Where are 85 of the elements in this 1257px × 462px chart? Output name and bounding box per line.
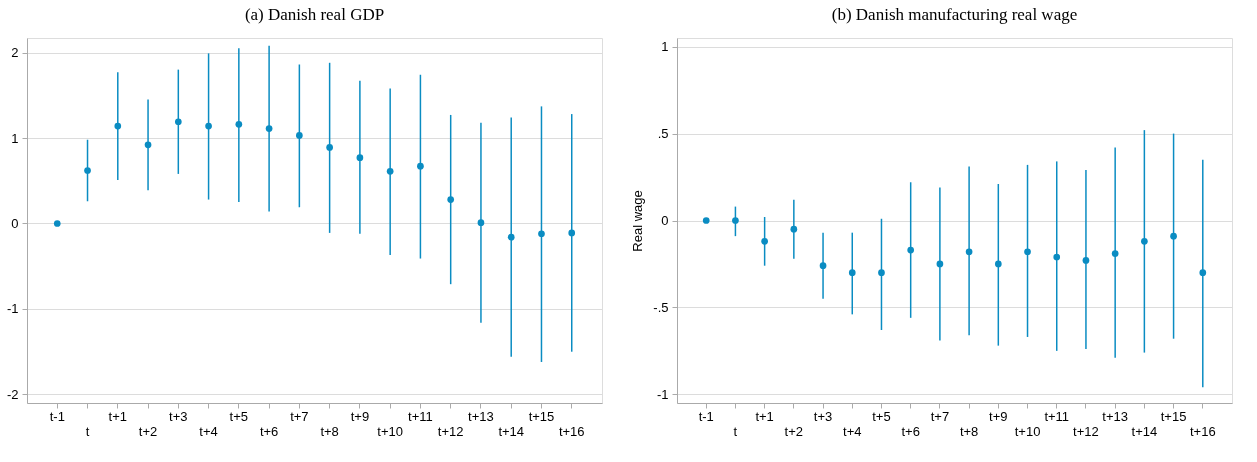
point <box>1082 257 1090 264</box>
y-tick-label: 1 <box>11 130 19 146</box>
x-tick-label: t <box>733 423 738 439</box>
x-tick-label: t+14 <box>1131 423 1158 439</box>
point <box>174 118 182 126</box>
y-tick-label: 2 <box>11 45 19 61</box>
x-tick-label: t+12 <box>437 423 464 439</box>
x-tick-label: t+16 <box>558 423 585 439</box>
y-tick-label: .5 <box>657 126 669 142</box>
point <box>1111 250 1119 257</box>
x-tick-label: t+11 <box>1044 408 1070 424</box>
point <box>994 260 1002 268</box>
point <box>417 162 424 170</box>
point <box>356 154 364 162</box>
point <box>819 262 827 270</box>
x-tick-label: t <box>85 423 90 439</box>
point <box>568 229 576 237</box>
x-tick-label: t+14 <box>498 423 525 439</box>
x-tick-label: t+7 <box>290 408 309 424</box>
x-tick-label: t+12 <box>1073 423 1099 439</box>
point <box>205 122 212 130</box>
x-tick-label: t+9 <box>350 408 370 424</box>
x-tick-label: t+8 <box>959 423 979 439</box>
point <box>265 125 273 132</box>
point <box>477 219 485 226</box>
point <box>386 168 394 175</box>
point <box>296 132 303 139</box>
point <box>732 217 739 224</box>
x-tick-label: t+4 <box>843 423 862 439</box>
x-tick-label: t+5 <box>229 408 249 424</box>
x-tick-label: t-1 <box>698 408 714 424</box>
y-tick-label: -1 <box>6 301 19 317</box>
x-tick-label: t+16 <box>1189 423 1216 439</box>
point <box>1199 269 1207 276</box>
point <box>447 196 455 203</box>
x-tick-label: t+4 <box>199 423 218 439</box>
x-tick-label: t+13 <box>1102 408 1128 424</box>
chart-title: (a) Danish real GDP <box>244 5 385 24</box>
x-tick-label: t-1 <box>49 408 65 424</box>
x-tick-label: t+3 <box>813 408 833 424</box>
x-tick-label: t+13 <box>468 408 494 424</box>
point <box>1170 232 1177 240</box>
x-tick-label: t+9 <box>989 408 1008 424</box>
point <box>965 248 973 256</box>
x-tick-label: t+15 <box>528 408 555 424</box>
x-tick-label: t+5 <box>872 408 891 424</box>
x-tick-label: t+7 <box>930 408 950 424</box>
x-tick-label: t+15 <box>1160 408 1187 424</box>
point <box>1141 238 1148 245</box>
x-tick-label: t+3 <box>169 408 188 424</box>
y-tick-label: 0 <box>661 213 669 228</box>
y-tick-label: -2 <box>6 386 19 402</box>
point <box>84 167 91 174</box>
y-tick-label: -.5 <box>653 299 669 315</box>
x-tick-label: t+2 <box>138 423 158 439</box>
x-tick-label: t+10 <box>377 423 403 439</box>
point <box>507 233 515 241</box>
x-tick-label: t+11 <box>408 408 433 424</box>
point <box>878 269 885 276</box>
x-tick-label: t+2 <box>784 423 804 439</box>
point <box>907 246 915 254</box>
x-tick-label: t+10 <box>1014 423 1041 439</box>
y-tick-label: 0 <box>11 215 19 231</box>
point <box>790 225 798 233</box>
point <box>144 141 152 149</box>
x-tick-label: t+1 <box>755 408 774 424</box>
point <box>538 230 545 238</box>
point <box>53 220 61 227</box>
x-tick-label: t+6 <box>259 423 279 439</box>
chart-title: (b) Danish manufacturing real wage <box>831 5 1078 24</box>
point <box>114 122 122 130</box>
point <box>848 269 856 276</box>
x-tick-label: t+6 <box>901 423 920 439</box>
y-tick-label: 1 <box>661 39 669 55</box>
point <box>1053 253 1061 261</box>
point <box>326 144 333 151</box>
point <box>1024 248 1031 256</box>
x-tick-label: t+1 <box>108 408 128 424</box>
y-axis-title: Real wage <box>630 190 646 252</box>
point <box>702 217 710 224</box>
y-tick-label: -1 <box>656 386 669 402</box>
point <box>761 238 768 245</box>
x-tick-label: t+8 <box>320 423 339 439</box>
point <box>936 260 944 268</box>
point <box>235 120 243 128</box>
